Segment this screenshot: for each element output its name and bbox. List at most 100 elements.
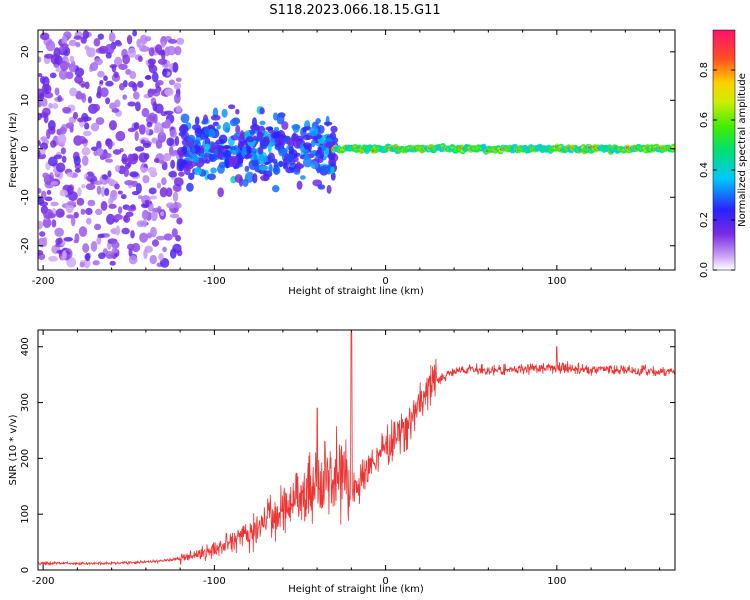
spectrogram-blob [244,154,250,160]
spectrogram-blob [176,217,183,225]
spectrogram-blob [58,69,68,80]
spectrogram-blob [81,183,86,189]
spectrogram-blob [154,44,163,54]
spectrogram-blob [160,49,166,60]
spectrogram-blob [138,152,148,163]
spectrogram-blob [55,208,65,218]
spectrogram-blob [118,63,128,71]
colorbar-label: Normalized spectral amplitude [737,73,748,227]
spectrogram-blob [154,122,162,133]
spectrogram-blob [105,52,112,59]
spectrogram-blob [66,171,74,178]
spectrogram-blob [191,124,202,131]
spectrogram-blob [292,132,297,142]
spectrogram-blob [132,91,140,100]
spectrogram-blob [229,146,237,151]
spectrogram-blob [281,134,287,139]
spectrogram-blob [129,171,139,178]
spectrogram-x-ticks: -200 -100 0 100 [32,30,661,287]
spectrogram-blob [123,168,129,178]
spectrogram-blob [118,82,125,91]
spectrogram-blob [273,138,282,147]
spectrogram-blob [132,30,138,37]
spectrogram-blob [157,58,168,65]
spectrogram-blob [44,196,53,202]
spectrogram-blob [296,161,301,172]
spectrogram-blob [194,166,202,176]
spectrogram-blob [168,171,177,178]
spectrogram-blob [204,159,211,164]
spectrogram-blob [38,56,42,63]
spectrogram-blob [82,130,92,137]
spectrogram-blob [85,183,96,191]
spectrogram-blob [250,124,260,131]
spectrogram-blob [162,68,168,77]
spectrogram-blob [148,187,157,195]
spectrogram-blob [136,220,146,228]
spectrogram-blob [163,233,173,241]
spectrogram-blob [268,163,273,174]
spectrogram-blob [134,101,141,112]
spectrogram-blob [51,219,57,228]
spectrogram-blob [174,135,180,146]
spectrogram-blob [173,177,184,187]
spectrogram-blob [199,152,206,158]
spectrogram-blob [67,185,74,195]
spectrogram-blob [111,241,120,249]
colorbar-tick-label: 0.2 [699,212,710,228]
spectrogram-blob [48,255,59,262]
spectrogram-blobs [38,30,675,269]
spec-xtick-label: -100 [203,276,226,287]
spectrogram-blob [70,216,76,227]
spectrogram-blob [256,131,264,140]
snr-ytick-label: 300 [20,393,31,412]
spectrogram-blob [140,167,148,172]
spectrogram-blob [166,45,176,56]
spectrogram-marks [38,30,675,269]
spectrogram-blob [134,146,145,152]
spectrogram-blob [38,197,45,205]
spectrogram-blob [149,195,158,200]
spectrogram-blob [100,200,108,211]
spectrogram-blob [73,239,79,244]
spectrogram-blob [114,99,121,108]
spectrogram-blob [132,82,138,92]
spectrogram-blob [134,130,139,142]
spectrogram-blob [180,113,190,124]
spectrogram-blob [42,217,52,229]
spectrogram-blob [156,79,164,86]
spectrogram-blob [95,147,104,157]
spectrogram-blob [92,103,101,112]
spectrogram-blob [81,147,91,156]
spectrogram-blob [273,126,280,132]
spectrogram-band-core [671,145,675,149]
spectrogram-blob [84,45,90,51]
spectrogram-blob [48,102,53,109]
spectrogram-blob [327,153,332,159]
snr-ytick-label: 0 [20,567,31,573]
spectrogram-blob [97,233,105,239]
spectrogram-blob [106,213,115,225]
spectrogram-blob [147,58,157,65]
spectrogram-blob [73,155,81,166]
spectrogram-blob [80,208,86,215]
snr-series-line [37,332,676,567]
spectrogram-blob [162,246,167,253]
spectrogram-blob [130,230,135,239]
spectrogram-blob [267,152,276,163]
colorbar-gradient [712,29,736,271]
spectrogram-blob [57,134,67,145]
spectrogram-blob [66,257,77,268]
spectrogram-blob [285,166,295,174]
spectrogram-blob [309,126,319,137]
spectrogram-blob [65,122,75,129]
spectrogram-blob [142,142,152,149]
spectrogram-blob [149,254,158,265]
spectrogram-blob [93,180,103,186]
spectrogram-blob [168,79,175,86]
spectrogram-blob [72,111,79,120]
spectrogram-blob [192,156,199,163]
spec-ytick-label: 20 [20,45,31,58]
spectrogram-blob [55,67,61,73]
spectrogram-blob [133,122,140,130]
